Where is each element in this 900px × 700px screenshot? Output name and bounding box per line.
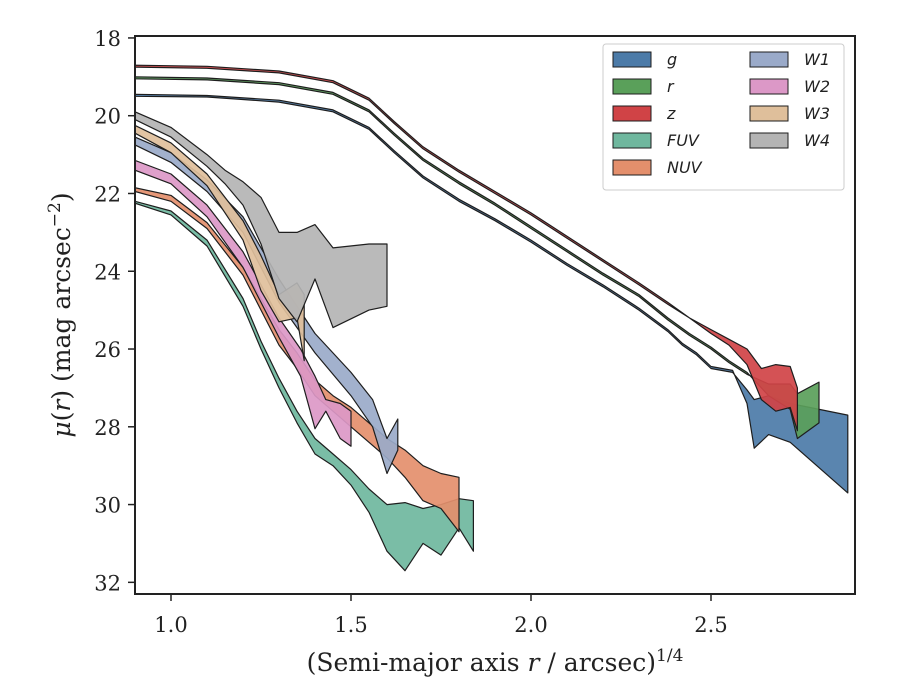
legend-swatch-fuv bbox=[612, 132, 652, 149]
y-tick-label: 26 bbox=[94, 338, 121, 362]
legend-swatch-r bbox=[612, 78, 652, 95]
band-w4 bbox=[135, 111, 388, 329]
x-tick-label: 1.5 bbox=[334, 613, 367, 637]
legend: grz FUV NUV W1 W2 W3 W4 bbox=[602, 43, 845, 191]
legend-swatch-z bbox=[612, 105, 652, 122]
band-fuv bbox=[135, 200, 474, 572]
legend-swatch-g bbox=[612, 51, 652, 68]
plot-frame bbox=[134, 35, 856, 595]
y-tick-label: 30 bbox=[94, 494, 121, 518]
y-tick-label: 24 bbox=[94, 260, 121, 284]
legend-label-r: r bbox=[667, 77, 675, 96]
band-g bbox=[135, 93, 849, 494]
legend-label-w2: W2 bbox=[804, 77, 830, 96]
profile-bands bbox=[135, 64, 849, 572]
legend-swatch-w3 bbox=[749, 105, 789, 122]
legend-label-w3: W3 bbox=[804, 104, 830, 123]
x-axis-ticks: 1.0 1.5 2.0 2.5 bbox=[154, 594, 728, 637]
band-r bbox=[135, 76, 820, 440]
y-axis-label: μ(r) (mag arcsec−2) bbox=[45, 192, 76, 437]
x-tick-label: 2.5 bbox=[694, 613, 727, 637]
y-tick-label: 32 bbox=[94, 571, 121, 595]
band-w1 bbox=[135, 136, 399, 475]
band-z bbox=[135, 64, 798, 432]
y-tick-label: 22 bbox=[94, 182, 121, 206]
x-axis-label: (Semi-major axis r / arcsec)1/4 bbox=[307, 646, 684, 677]
legend-label-g: g bbox=[667, 50, 677, 69]
legend-swatch-nuv bbox=[612, 159, 652, 176]
band-w3 bbox=[135, 124, 305, 362]
legend-label-z: z bbox=[666, 104, 676, 123]
legend-label-nuv: NUV bbox=[667, 158, 703, 177]
legend-label-w4: W4 bbox=[804, 131, 830, 150]
x-tick-label: 1.0 bbox=[154, 613, 187, 637]
y-tick-label: 18 bbox=[94, 27, 121, 51]
legend-swatch-w2 bbox=[749, 78, 789, 95]
legend-label-w1: W1 bbox=[804, 50, 830, 69]
y-tick-label: 20 bbox=[94, 105, 121, 129]
x-tick-label: 2.0 bbox=[514, 613, 547, 637]
legend-swatch-w1 bbox=[749, 51, 789, 68]
y-tick-label: 28 bbox=[94, 416, 121, 440]
y-axis-ticks: 18 20 22 24 26 28 30 32 bbox=[94, 27, 135, 595]
legend-label-fuv: FUV bbox=[667, 131, 700, 150]
legend-swatch-w4 bbox=[749, 132, 789, 149]
